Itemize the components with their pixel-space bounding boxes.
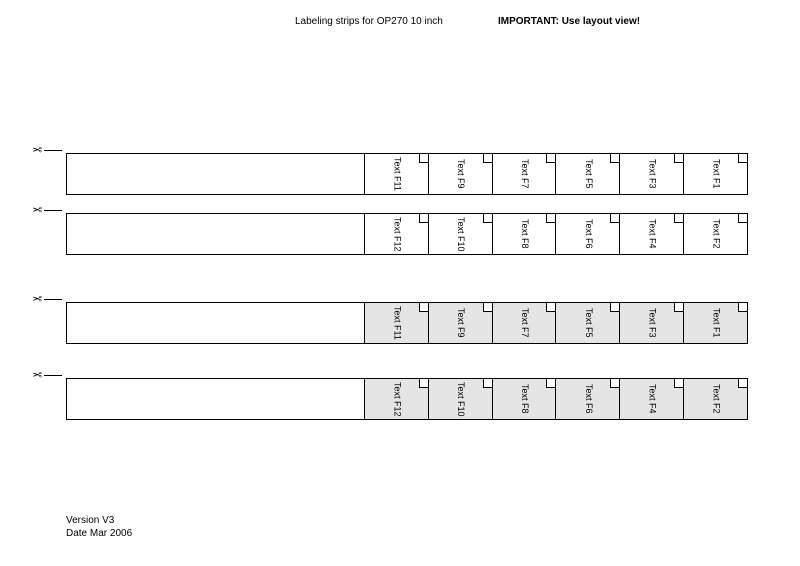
label-cell: Text F6 [556,214,620,254]
cell-label: Text F11 [391,306,401,340]
label-cell: Text F10 [429,214,493,254]
labeling-strip: Text F11 Text F9 Text F7 Text F5 Text F3 Text… [66,302,748,344]
cell-label: Text F1 [711,159,721,189]
labeling-strip: Text F12 Text F10 Text F8 Text F6 Text F4 Tex… [66,213,748,255]
cell-corner-tab [546,213,556,223]
cell-corner-tab [419,153,429,163]
cell-label: Text F10 [455,382,465,417]
cell-label: Text F11 [391,157,401,191]
cell-label: Text F5 [583,159,593,189]
label-cell: Text F12 [365,379,429,419]
version-text: Version V3 [66,514,132,527]
cell-label: Text F10 [455,217,465,252]
cell-corner-tab [674,153,684,163]
scissors-mark: ✂ [32,369,62,381]
cell-corner-tab [738,153,748,163]
cell-label: Text F12 [391,217,401,252]
label-cell: Text F3 [620,154,684,194]
date-text: Date Mar 2006 [66,527,132,540]
cell-corner-tab [610,153,620,163]
label-cell: Text F6 [556,379,620,419]
strip-cells: Text F12 Text F10 Text F8 Text F6 Text F4 Tex… [365,379,747,419]
label-cell: Text F9 [429,154,493,194]
cell-corner-tab [738,302,748,312]
label-cell: Text F3 [620,303,684,343]
cell-label: Text F6 [583,219,593,249]
cell-corner-tab [483,378,493,388]
label-cell: Text F9 [429,303,493,343]
cell-label: Text F7 [519,159,529,189]
scissors-icon: ✂ [32,293,42,305]
cell-corner-tab [546,153,556,163]
labeling-strip: Text F11 Text F9 Text F7 Text F5 Text F3 Text… [66,153,748,195]
cell-label: Text F4 [647,219,657,249]
cell-corner-tab [419,213,429,223]
cell-label: Text F7 [519,308,529,338]
cell-label: Text F5 [583,308,593,338]
strip-cells: Text F11 Text F9 Text F7 Text F5 Text F3 Text… [365,154,747,194]
strip-blank-area [67,379,365,419]
scissors-icon: ✂ [32,144,42,156]
scissors-mark: ✂ [32,144,62,156]
cell-corner-tab [610,378,620,388]
scissors-icon: ✂ [32,369,42,381]
strip-blank-area [67,154,365,194]
label-cell: Text F5 [556,154,620,194]
cell-corner-tab [738,213,748,223]
cell-corner-tab [546,302,556,312]
cell-label: Text F3 [647,308,657,338]
label-cell: Text F2 [684,214,747,254]
strip-blank-area [67,303,365,343]
label-cell: Text F8 [493,214,557,254]
label-cell: Text F4 [620,379,684,419]
labeling-strip: Text F12 Text F10 Text F8 Text F6 Text F4 Tex… [66,378,748,420]
scissors-icon: ✂ [32,204,42,216]
label-cell: Text F1 [684,154,747,194]
cell-label: Text F12 [391,382,401,417]
cell-corner-tab [674,302,684,312]
cell-label: Text F1 [711,308,721,338]
cell-corner-tab [546,378,556,388]
cell-label: Text F3 [647,159,657,189]
cell-label: Text F8 [519,219,529,249]
cell-corner-tab [419,378,429,388]
cell-corner-tab [483,302,493,312]
label-cell: Text F11 [365,303,429,343]
strip-cells: Text F12 Text F10 Text F8 Text F6 Text F4 Tex… [365,214,747,254]
cell-corner-tab [483,153,493,163]
cell-corner-tab [738,378,748,388]
cell-corner-tab [610,213,620,223]
cell-label: Text F2 [711,219,721,249]
label-cell: Text F10 [429,379,493,419]
cell-label: Text F9 [455,159,465,189]
label-cell: Text F12 [365,214,429,254]
label-cell: Text F8 [493,379,557,419]
scissors-mark: ✂ [32,204,62,216]
strip-blank-area [67,214,365,254]
cell-corner-tab [674,213,684,223]
label-cell: Text F2 [684,379,747,419]
label-cell: Text F5 [556,303,620,343]
cell-label: Text F9 [455,308,465,338]
cell-label: Text F4 [647,384,657,414]
cell-corner-tab [419,302,429,312]
label-cell: Text F4 [620,214,684,254]
label-cell: Text F1 [684,303,747,343]
label-cell: Text F7 [493,303,557,343]
scissors-mark: ✂ [32,293,62,305]
cell-corner-tab [610,302,620,312]
page-title: Labeling strips for OP270 10 inch [295,16,443,27]
important-notice: IMPORTANT: Use layout view! [498,16,640,27]
label-cell: Text F11 [365,154,429,194]
cell-label: Text F2 [711,384,721,414]
label-cell: Text F7 [493,154,557,194]
cell-corner-tab [483,213,493,223]
footer: Version V3 Date Mar 2006 [66,514,132,540]
cell-label: Text F6 [583,384,593,414]
strip-cells: Text F11 Text F9 Text F7 Text F5 Text F3 Text… [365,303,747,343]
cell-corner-tab [674,378,684,388]
cell-label: Text F8 [519,384,529,414]
